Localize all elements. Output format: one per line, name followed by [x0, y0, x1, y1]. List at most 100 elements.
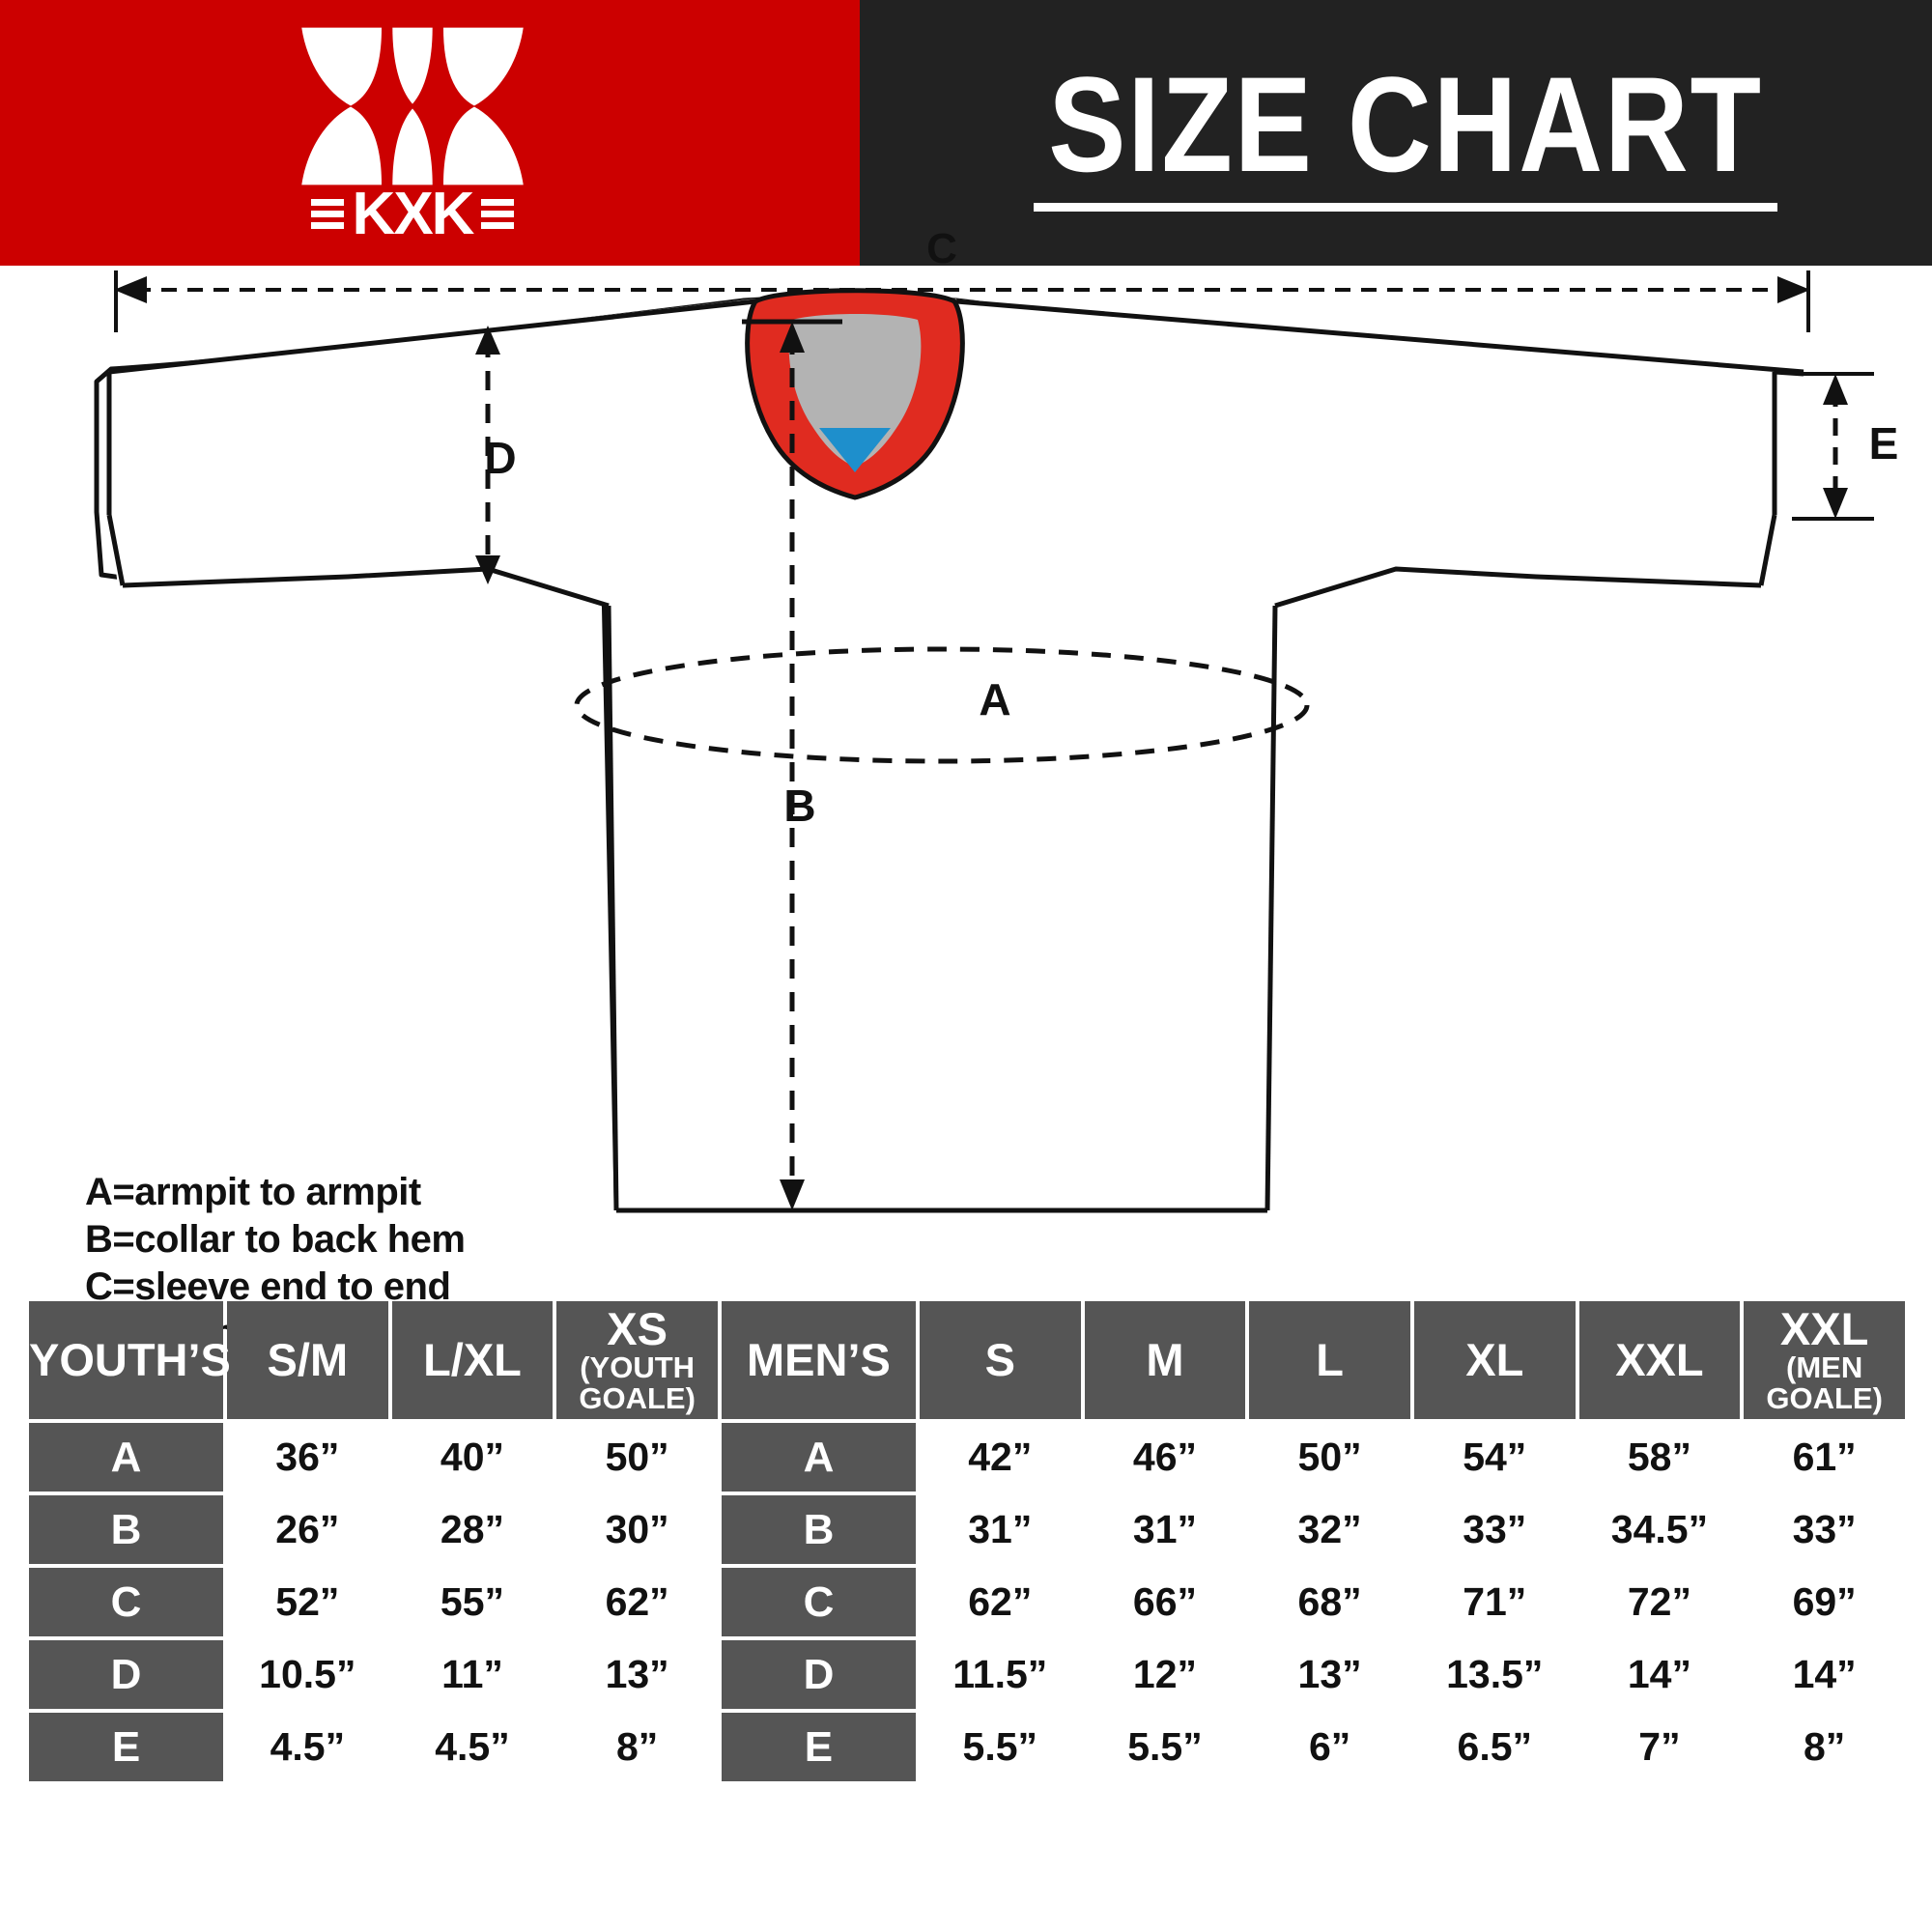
cell-youth-c-sm: 52”: [227, 1568, 388, 1636]
table-row: E 4.5” 4.5” 8” E 5.5” 5.5” 6” 6.5” 7” 8”: [29, 1713, 1905, 1781]
dimension-line-d: [475, 326, 500, 584]
header-youth-xs-sub: (YOUTH GOALE): [579, 1350, 696, 1415]
table-row: D 10.5” 11” 13” D 11.5” 12” 13” 13.5” 14…: [29, 1640, 1905, 1709]
table-row: A 36” 40” 50” A 42” 46” 50” 54” 58” 61”: [29, 1423, 1905, 1492]
header-mens-label: MEN’S: [747, 1334, 891, 1386]
cell-youth-b-sm: 26”: [227, 1495, 388, 1564]
cell-youth-c-lxl: 55”: [391, 1568, 554, 1636]
header-mens-l-label: L: [1316, 1334, 1344, 1386]
cell-mens-a-s: 42”: [919, 1423, 1081, 1492]
cell-mens-e-xxlg: 8”: [1744, 1713, 1905, 1781]
row-label-mens-b: B: [721, 1495, 916, 1564]
cell-youth-e-lxl: 4.5”: [391, 1713, 554, 1781]
cell-youth-c-xs: 62”: [556, 1568, 718, 1636]
cell-youth-b-lxl: 28”: [391, 1495, 554, 1564]
header-youth-sm-label: S/M: [267, 1334, 349, 1386]
header-youth-xs-label: XS: [607, 1303, 668, 1355]
header-mens-xxl-label: XXL: [1615, 1334, 1704, 1386]
jersey-diagram-svg: C D B E A: [94, 288, 1899, 1213]
legend-line-a: A=armpit to armpit: [85, 1171, 421, 1213]
header-mens-l: L: [1249, 1301, 1410, 1419]
title-block: SIZE CHART: [990, 48, 1821, 212]
cell-mens-d-xxl: 14”: [1578, 1640, 1741, 1709]
cell-mens-d-xxlg: 14”: [1744, 1640, 1905, 1709]
cell-mens-b-l: 32”: [1249, 1495, 1410, 1564]
cell-youth-a-xs: 50”: [556, 1423, 718, 1492]
title-underline: [1034, 202, 1777, 212]
jersey-diagram: C D B E A C A=armpit to armpit B=collar …: [0, 232, 1932, 1402]
cell-mens-a-m: 46”: [1084, 1423, 1246, 1492]
row-label-mens-c: C: [721, 1568, 916, 1636]
row-label-youth-b: B: [29, 1495, 223, 1564]
cell-mens-d-xl: 13.5”: [1413, 1640, 1576, 1709]
cell-mens-b-xxlg: 33”: [1744, 1495, 1905, 1564]
cell-mens-a-xxl: 58”: [1578, 1423, 1741, 1492]
dimension-ellipse-a: [574, 646, 1310, 764]
cell-mens-e-m: 5.5”: [1084, 1713, 1246, 1781]
cell-youth-e-xs: 8”: [556, 1713, 718, 1781]
kxk-wordmark-text: KXK: [352, 180, 475, 247]
cell-mens-a-xl: 54”: [1413, 1423, 1576, 1492]
dimension-c-overlay: C: [114, 232, 1810, 332]
cell-youth-d-xs: 13”: [556, 1640, 718, 1709]
row-label-youth-e: E: [29, 1713, 223, 1781]
cell-mens-d-l: 13”: [1249, 1640, 1410, 1709]
jersey-graphic: [106, 288, 1804, 1213]
header-youth-lxl: L/XL: [391, 1301, 554, 1419]
cell-mens-c-xxl: 72”: [1578, 1568, 1741, 1636]
cell-mens-e-xxl: 7”: [1578, 1713, 1741, 1781]
cell-youth-a-sm: 36”: [227, 1423, 388, 1492]
header-mens-m: M: [1084, 1301, 1246, 1419]
table-row: B 26” 28” 30” B 31” 31” 32” 33” 34.5” 33…: [29, 1495, 1905, 1564]
title-panel: SIZE CHART: [860, 0, 1932, 266]
header-mens-xl-label: XL: [1465, 1334, 1524, 1386]
row-label-mens-d: D: [721, 1640, 916, 1709]
header-mens-xxl-goalie-label: XXL: [1779, 1303, 1869, 1355]
row-label-youth-a: A: [29, 1423, 223, 1492]
logo-right-bars-icon: [481, 199, 515, 229]
cell-mens-b-s: 31”: [919, 1495, 1081, 1564]
cell-youth-b-xs: 30”: [556, 1495, 718, 1564]
logo-left-bars-icon: [310, 199, 344, 229]
brand-panel: KXK: [0, 0, 860, 266]
label-a: A: [979, 674, 1010, 724]
page-header: KXK SIZE CHART: [0, 0, 1932, 266]
cell-mens-c-m: 66”: [1084, 1568, 1246, 1636]
header-youths-label: YOUTH’S: [29, 1334, 231, 1386]
header-mens: MEN’S: [721, 1301, 916, 1419]
size-table-container: YOUTH’S S/M L/XL XS (YOUTH GOALE) MEN’S …: [25, 1297, 1909, 1785]
table-row: C 52” 55” 62” C 62” 66” 68” 71” 72” 69”: [29, 1568, 1905, 1636]
label-e: E: [1869, 418, 1899, 469]
cell-mens-e-xl: 6.5”: [1413, 1713, 1576, 1781]
cell-mens-e-s: 5.5”: [919, 1713, 1081, 1781]
row-label-youth-d: D: [29, 1640, 223, 1709]
cell-mens-a-xxlg: 61”: [1744, 1423, 1905, 1492]
row-label-mens-a: A: [721, 1423, 916, 1492]
page-title: SIZE CHART: [1048, 48, 1763, 201]
cell-mens-b-xxl: 34.5”: [1578, 1495, 1741, 1564]
cell-mens-c-xl: 71”: [1413, 1568, 1576, 1636]
header-mens-m-label: M: [1146, 1334, 1184, 1386]
collar-blue-accent: [819, 428, 891, 472]
row-label-mens-e: E: [721, 1713, 916, 1781]
cell-mens-c-l: 68”: [1249, 1568, 1410, 1636]
cell-youth-d-lxl: 11”: [391, 1640, 554, 1709]
label-c-text: C: [926, 232, 957, 272]
cell-mens-c-xxlg: 69”: [1744, 1568, 1905, 1636]
cell-mens-b-m: 31”: [1084, 1495, 1246, 1564]
cell-youth-a-lxl: 40”: [391, 1423, 554, 1492]
label-b: B: [783, 781, 815, 831]
dimension-line-b: [742, 319, 842, 1213]
header-youth-xs-goalie: XS (YOUTH GOALE): [556, 1301, 718, 1419]
kxk-logo: KXK: [268, 22, 557, 244]
cell-mens-c-s: 62”: [919, 1568, 1081, 1636]
header-mens-xxl-goalie-sub: (MEN GOALE): [1766, 1350, 1883, 1415]
dimension-line-e: [1792, 372, 1874, 521]
cell-mens-d-m: 12”: [1084, 1640, 1246, 1709]
table-header-row: YOUTH’S S/M L/XL XS (YOUTH GOALE) MEN’S …: [29, 1301, 1905, 1419]
header-youth-sm: S/M: [227, 1301, 388, 1419]
cell-mens-d-s: 11.5”: [919, 1640, 1081, 1709]
cell-mens-a-l: 50”: [1249, 1423, 1410, 1492]
cell-mens-e-l: 6”: [1249, 1713, 1410, 1781]
legend-line-c: C=sleeve end to end: [85, 1264, 451, 1308]
